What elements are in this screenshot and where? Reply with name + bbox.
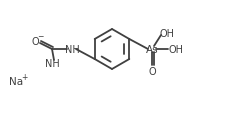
Text: +: + bbox=[21, 72, 27, 81]
Text: OH: OH bbox=[169, 45, 184, 54]
Text: NH: NH bbox=[45, 58, 59, 68]
Text: As: As bbox=[146, 45, 158, 54]
Text: −: − bbox=[37, 32, 43, 41]
Text: NH: NH bbox=[65, 45, 79, 54]
Text: O: O bbox=[148, 66, 156, 76]
Text: O: O bbox=[31, 37, 39, 47]
Text: Na: Na bbox=[9, 76, 23, 86]
Text: OH: OH bbox=[160, 29, 175, 39]
